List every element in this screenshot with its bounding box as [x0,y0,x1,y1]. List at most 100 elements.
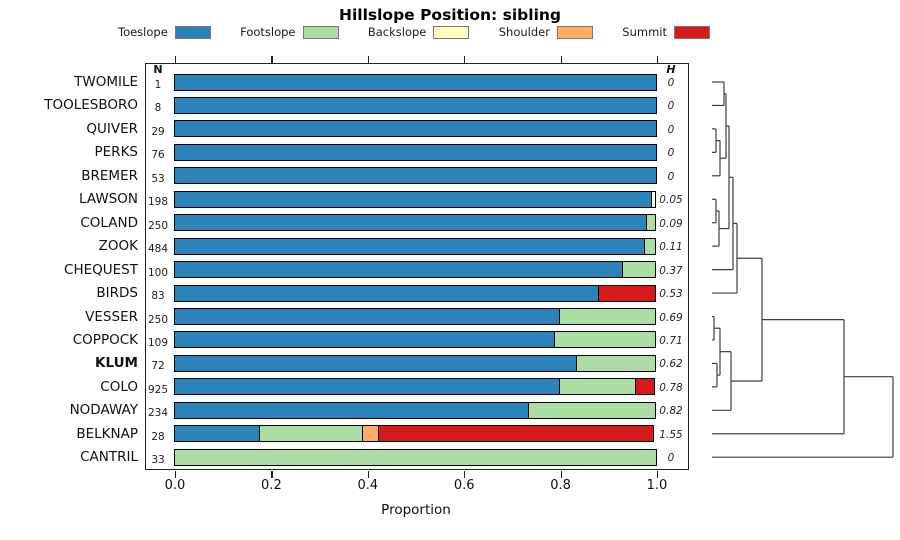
row-n-value: 76 [151,149,165,162]
bar-segment-footslope [646,214,656,232]
bar-segment-toeslope [174,73,657,91]
x-tick-bottom [175,470,177,478]
stacked-bar [174,214,657,232]
stacked-bar [174,284,657,302]
legend-label: Backslope [367,25,427,39]
legend-item-footslope: Footslope [240,25,339,39]
legend-label: Toeslope [118,25,168,39]
stacked-bar [174,120,657,138]
bar-segment-backslope [651,190,656,208]
x-tick-top [464,56,466,63]
stacked-bar [174,190,657,208]
x-tick-bottom [464,470,466,478]
x-tick-label: 0.0 [164,478,186,493]
row-n-value: 250 [147,219,169,232]
row-label: NODAWAY [69,402,138,419]
legend-swatch-summit [674,25,710,39]
x-tick-top [657,56,659,63]
legend-swatch-backslope [433,25,470,39]
x-tick-label: 0.2 [261,478,282,493]
row-n-value: 109 [147,336,169,349]
row-h-value: 0.82 [659,405,683,418]
row-n-value: 83 [151,290,165,303]
x-tick-bottom [560,470,562,478]
row-n-value: 925 [147,383,169,396]
stacked-bar [174,308,657,325]
legend-label: Shoulder [498,25,550,39]
x-axis-label: Proportion [381,502,451,518]
row-h-value: 0.11 [659,241,683,254]
row-n-value: 100 [147,266,169,279]
row-label: COLO [100,378,138,395]
row-label: TWOMILE [74,74,138,90]
stacked-bar [174,401,657,419]
legend-item-summit: Summit [622,25,710,39]
stacked-bar [174,331,657,349]
row-h-value: 0.62 [659,358,683,371]
stacked-bar [174,96,657,114]
stacked-bar [174,143,657,161]
x-tick-label: 0.4 [357,478,379,493]
bar-segment-summit [377,425,654,443]
row-label: CHEQUEST [64,261,138,278]
row-h-value: 0 [667,452,675,465]
bar-segment-footslope [643,237,656,255]
bar-segment-footslope [554,331,656,349]
row-h-value: 0 [667,77,675,89]
stacked-bar [174,237,657,255]
legend-item-toeslope: Toeslope [118,25,211,39]
row-h-value: 0.53 [659,288,683,301]
row-label: BELKNAP [76,425,138,442]
row-n-value: 33 [151,454,165,467]
row-h-value: 0.78 [659,381,683,394]
legend-label: Summit [622,25,667,39]
stacked-bar [174,261,657,279]
bar-segment-footslope [559,308,656,325]
x-tick-top [175,56,177,63]
x-tick-top [367,56,369,63]
bar-segment-footslope [576,354,656,372]
row-label: LAWSON [79,191,138,208]
row-h-value: 0.37 [659,264,683,277]
legend-item-shoulder: Shoulder [499,25,593,39]
row-n-value: 484 [147,243,169,256]
row-label: PERKS [94,144,138,161]
row-h-value: 0 [667,170,675,183]
chart-title: Hillslope Position: sibling [338,6,562,24]
bar-segment-summit [635,378,655,396]
row-label: BIRDS [96,285,138,302]
row-h-value: 0.69 [659,311,683,324]
row-n-value: 28 [151,430,165,443]
x-tick-bottom [657,470,659,478]
stacked-bar [174,448,657,466]
x-tick-label: 0.8 [550,478,571,493]
row-label: BREMER [81,167,138,184]
row-h-value: 0 [667,100,675,113]
row-label: CANTRIL [80,449,138,466]
stacked-bar [174,425,657,443]
bar-segment-toeslope [174,143,657,161]
h-column-header: H [666,63,676,76]
bar-segment-toeslope [174,120,657,138]
row-label: COLAND [80,214,138,231]
row-n-value: 53 [151,172,165,185]
row-label: COPPOCK [72,331,138,348]
bar-segment-toeslope [174,96,657,114]
x-tick-bottom [271,470,273,478]
x-tick-top [560,56,562,63]
row-h-value: 1.55 [659,428,683,441]
row-n-value: 1 [154,79,162,91]
x-tick-top [271,56,273,63]
x-tick-bottom [367,470,369,478]
row-n-value: 29 [151,125,165,138]
row-h-value: 0 [667,147,675,160]
bar-segment-footslope [622,261,656,279]
legend-swatch-shoulder [556,25,593,39]
legend-item-backslope: Backslope [368,25,470,39]
stacked-bar [174,167,657,185]
row-n-value: 8 [154,102,162,115]
row-n-value: 72 [151,360,165,373]
row-label: KLUM [95,355,138,372]
